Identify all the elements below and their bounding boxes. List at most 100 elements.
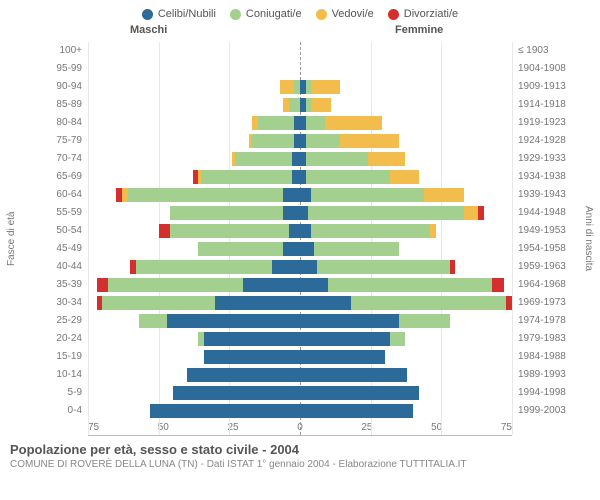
male-bar [88,78,300,96]
bar-segment [187,368,300,382]
age-label: 25-29 [20,312,82,330]
female-bar [300,78,512,96]
bar-segment [450,260,456,274]
header-male: Maschi [130,24,167,36]
age-label: 5-9 [20,384,82,402]
male-bar [88,96,300,114]
legend-label: Vedovi/e [332,8,374,20]
bar-segment [328,278,492,292]
bar-segment [272,260,300,274]
bar-segment [136,260,272,274]
birth-label: 1984-1988 [518,348,580,366]
female-bar [300,366,512,384]
pyramid-row [88,240,512,258]
pyramid-row [88,402,512,420]
birth-label: 1994-1998 [518,384,580,402]
bar-segment [300,188,311,202]
bar-segment [308,206,463,220]
age-label: 100+ [20,42,82,60]
legend-label: Divorziati/e [404,8,458,20]
birth-label: ≤ 1903 [518,42,580,60]
bar-segment [258,116,295,130]
y-axis-label-right: Anni di nascita [580,42,594,436]
chart-area: Fasce di età 100+95-9990-9485-8980-8475-… [0,42,600,436]
bar-segment [283,242,300,256]
bar-segment [492,278,503,292]
chart-title: Popolazione per età, sesso e stato civil… [10,442,590,457]
female-bar [300,258,512,276]
bar-rows [88,42,512,420]
bar-segment [300,332,390,346]
bar-segment [283,206,300,220]
legend-swatch [230,9,241,20]
bar-segment [311,98,331,112]
male-bar [88,186,300,204]
male-bar [88,258,300,276]
legend-item: Celibi/Nubili [142,8,216,20]
legend-swatch [142,9,153,20]
age-label: 40-44 [20,258,82,276]
male-bar [88,150,300,168]
pyramid-row [88,96,512,114]
bar-segment [167,314,300,328]
footer: Popolazione per età, sesso e stato civil… [0,436,600,480]
birth-label: 1969-1973 [518,294,580,312]
legend-label: Celibi/Nubili [158,8,216,20]
female-bar [300,222,512,240]
chart-subtitle: COMUNE DI ROVERÈ DELLA LUNA (TN) - Dati … [10,459,590,470]
male-bar [88,60,300,78]
bar-segment [314,242,399,256]
bar-segment [399,314,450,328]
bar-segment [368,152,405,166]
bar-segment [300,368,407,382]
pyramid-row [88,114,512,132]
female-bar [300,96,512,114]
age-label: 45-49 [20,240,82,258]
birth-label: 1909-1913 [518,78,580,96]
female-bar [300,150,512,168]
female-bar [300,186,512,204]
male-bar [88,312,300,330]
age-label: 65-69 [20,168,82,186]
legend: Celibi/Nubili Coniugati/e Vedovi/e Divorzia… [0,0,600,24]
pyramid-row [88,258,512,276]
pyramid-row [88,168,512,186]
bar-segment [201,170,291,184]
pyramid-row [88,294,512,312]
bar-segment [170,206,283,220]
bar-segment [215,296,300,310]
bar-segment [159,224,170,238]
female-bar [300,240,512,258]
female-bar [300,276,512,294]
birth-label: 1949-1953 [518,222,580,240]
bar-segment [204,332,300,346]
bar-segment [97,278,108,292]
gridline [512,42,513,435]
bar-segment [390,332,404,346]
bar-segment [311,224,430,238]
male-bar [88,348,300,366]
bar-segment [300,314,399,328]
bar-segment [289,224,300,238]
female-bar [300,114,512,132]
bar-segment [300,296,351,310]
pyramid-row [88,312,512,330]
birth-label: 1934-1938 [518,168,580,186]
pyramid-row [88,348,512,366]
legend-item: Coniugati/e [230,8,302,20]
female-bar [300,330,512,348]
bar-segment [292,152,300,166]
birth-label: 1919-1923 [518,114,580,132]
bar-segment [102,296,215,310]
male-bar [88,114,300,132]
female-bar [300,132,512,150]
male-bar [88,168,300,186]
birth-label: 1914-1918 [518,96,580,114]
column-headers: Maschi Femmine [0,24,600,42]
male-bar [88,42,300,60]
birth-label: 1974-1978 [518,312,580,330]
legend-swatch [388,9,399,20]
pyramid-row [88,384,512,402]
bar-segment [311,80,339,94]
female-bar [300,402,512,420]
